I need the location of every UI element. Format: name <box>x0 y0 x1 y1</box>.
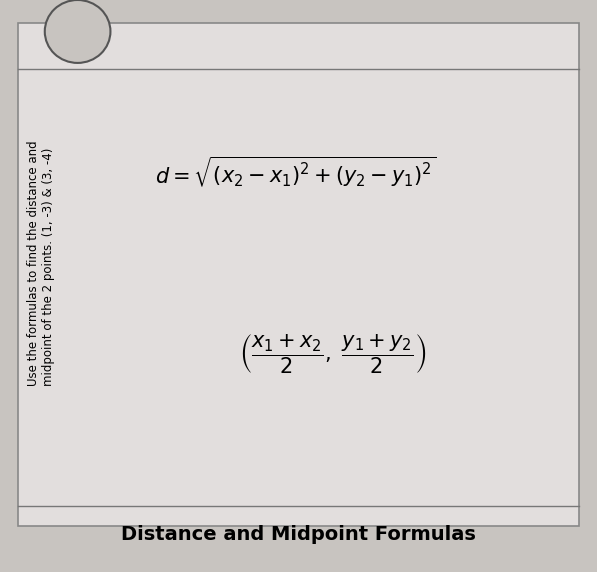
Text: $d{=}\sqrt{(x_2-x_1)^2+(y_2-y_1)^2}$: $d{=}\sqrt{(x_2-x_1)^2+(y_2-y_1)^2}$ <box>155 154 436 189</box>
Text: Distance and Midpoint Formulas: Distance and Midpoint Formulas <box>121 525 476 545</box>
Text: Use the formulas to find the distance and
midpoint of the 2 points. (1, -3) & (3: Use the formulas to find the distance an… <box>27 140 54 386</box>
Text: $\left(\dfrac{x_1+x_2}{2},\ \dfrac{y_1+y_2}{2}\right)$: $\left(\dfrac{x_1+x_2}{2},\ \dfrac{y_1+y… <box>239 333 426 376</box>
FancyBboxPatch shape <box>18 23 579 526</box>
Circle shape <box>45 0 110 63</box>
